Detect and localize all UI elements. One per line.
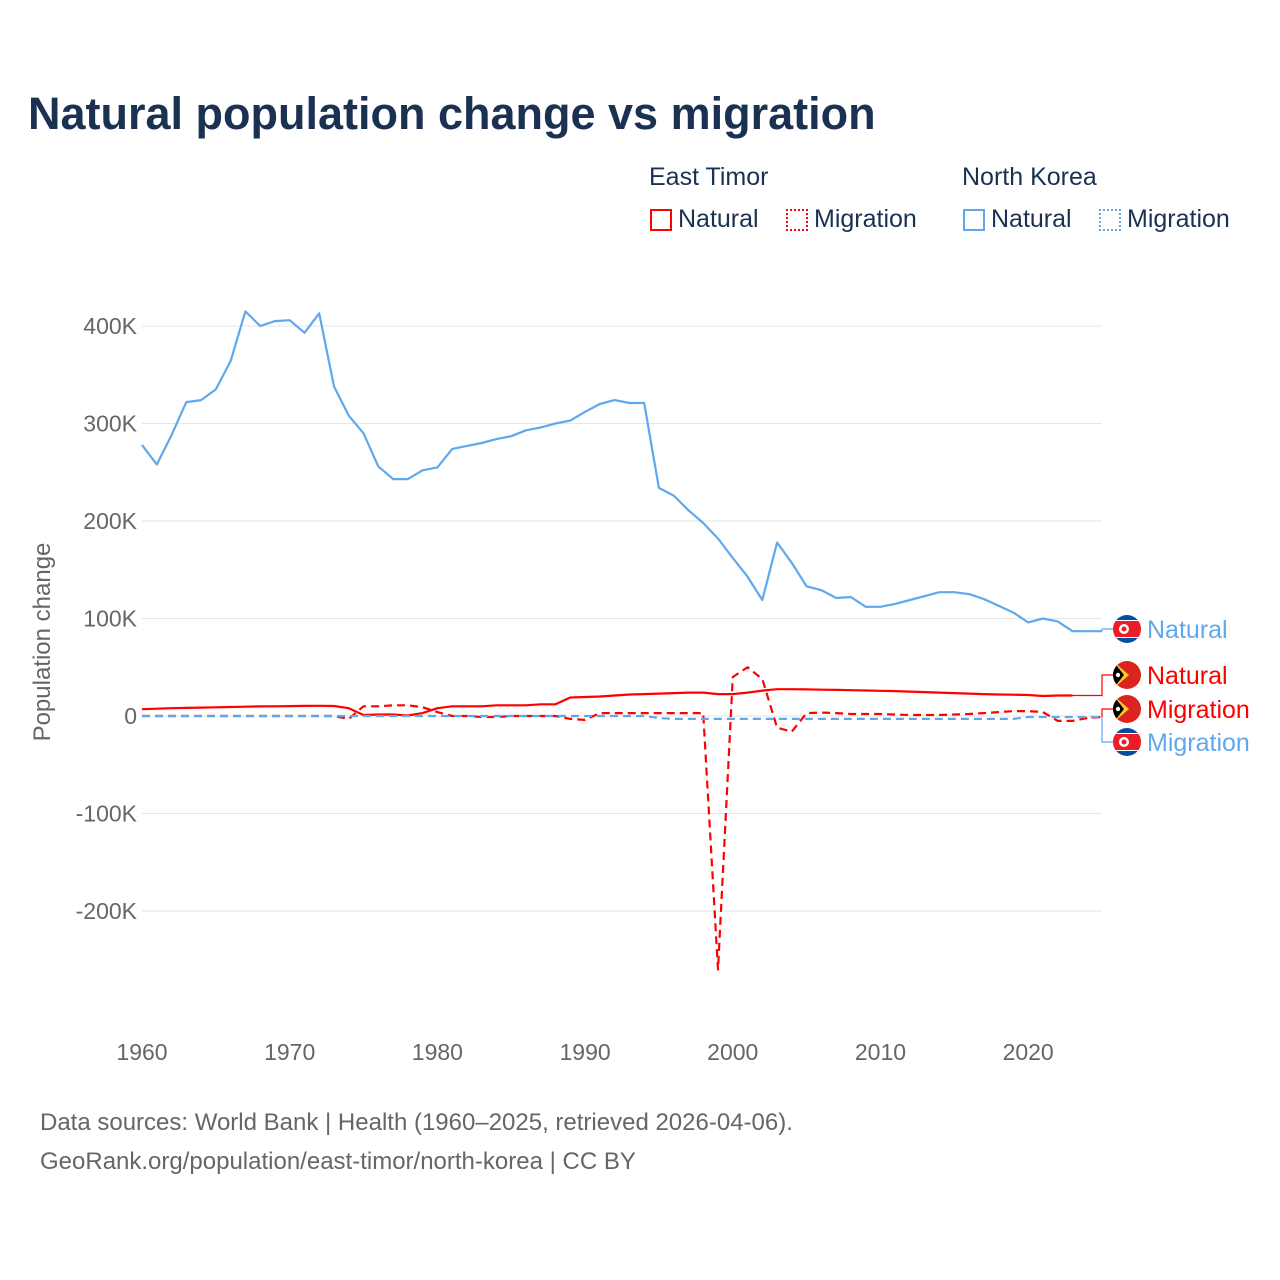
chart-title: Natural population change vs migration <box>28 88 876 139</box>
legend-label: Natural <box>991 205 1072 233</box>
y-tick-label: 200K <box>83 508 137 534</box>
footer-sources: Data sources: World Bank | Health (1960–… <box>40 1109 793 1136</box>
y-tick-label: 300K <box>83 411 137 437</box>
footer-link[interactable]: GeoRank.org/population/east-timor/north-… <box>40 1148 636 1175</box>
y-tick-label: -100K <box>76 801 138 827</box>
series-end-label: Migration <box>1147 729 1250 757</box>
x-tick-label: 1980 <box>412 1039 463 1065</box>
legend-east-timor-migration[interactable]: Migration <box>786 205 917 234</box>
connector-line <box>1101 628 1113 632</box>
legend-swatch-dotted <box>786 208 808 231</box>
series-end-label: Natural <box>1147 662 1228 690</box>
series-end-label: Natural <box>1147 616 1228 644</box>
flag-body <box>1113 728 1141 756</box>
legend-north-korea-natural[interactable]: Natural <box>963 205 1072 234</box>
legend-north-korea-migration[interactable]: Migration <box>1099 205 1230 234</box>
y-axis-label: Population change <box>29 543 56 742</box>
x-tick-label: 2020 <box>1003 1039 1054 1065</box>
series-end-label: Migration <box>1147 696 1250 724</box>
x-tick-label: 1990 <box>559 1039 610 1065</box>
flag-star <box>1121 626 1127 632</box>
north-korea-flag-icon <box>1113 728 1141 756</box>
x-tick-label: 2000 <box>707 1039 758 1065</box>
legend-swatch-dotted <box>1099 208 1121 231</box>
x-tick-label: 1960 <box>116 1039 167 1065</box>
east-timor-flag-icon <box>1113 661 1141 689</box>
x-tick-label: 2010 <box>855 1039 906 1065</box>
flag-star <box>1121 739 1127 745</box>
connector-line <box>1101 708 1113 717</box>
connector-line <box>1101 716 1113 743</box>
series-line-north-korea-migration <box>142 714 1102 720</box>
series-line-east-timor-migration <box>142 666 1103 971</box>
east-timor-flag-icon <box>1113 695 1141 723</box>
series-line-east-timor-natural <box>141 688 1073 717</box>
legend-swatch-solid <box>963 208 985 231</box>
series-line-north-korea-natural <box>141 310 1102 633</box>
x-tick-label: 1970 <box>264 1039 315 1065</box>
y-tick-label: 100K <box>83 606 137 632</box>
legend-label: Migration <box>1127 205 1230 233</box>
flag-body <box>1113 615 1141 643</box>
legend-label: Migration <box>814 205 917 233</box>
north-korea-flag-icon <box>1113 615 1141 643</box>
legend-group-east-timor: East Timor <box>649 163 769 191</box>
legend-label: Natural <box>678 205 759 233</box>
legend-swatch-solid <box>650 208 672 231</box>
flag-star <box>1115 672 1121 678</box>
y-tick-label: 400K <box>83 313 137 339</box>
flag-body <box>1113 695 1141 723</box>
flag-star <box>1115 706 1121 712</box>
flag-body <box>1113 661 1141 689</box>
legend-group-north-korea: North Korea <box>962 163 1097 191</box>
legend-east-timor-natural[interactable]: Natural <box>650 205 759 234</box>
y-tick-label: 0 <box>124 703 137 729</box>
y-tick-label: -200K <box>76 898 138 924</box>
connector-line <box>1072 674 1113 697</box>
